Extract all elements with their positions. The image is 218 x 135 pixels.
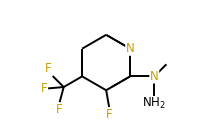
- Text: N: N: [150, 70, 159, 83]
- Text: N: N: [126, 42, 135, 55]
- Text: F: F: [106, 108, 112, 121]
- Text: NH$_2$: NH$_2$: [142, 96, 166, 111]
- Text: F: F: [41, 82, 48, 95]
- Text: F: F: [56, 103, 63, 116]
- Text: F: F: [45, 62, 52, 75]
